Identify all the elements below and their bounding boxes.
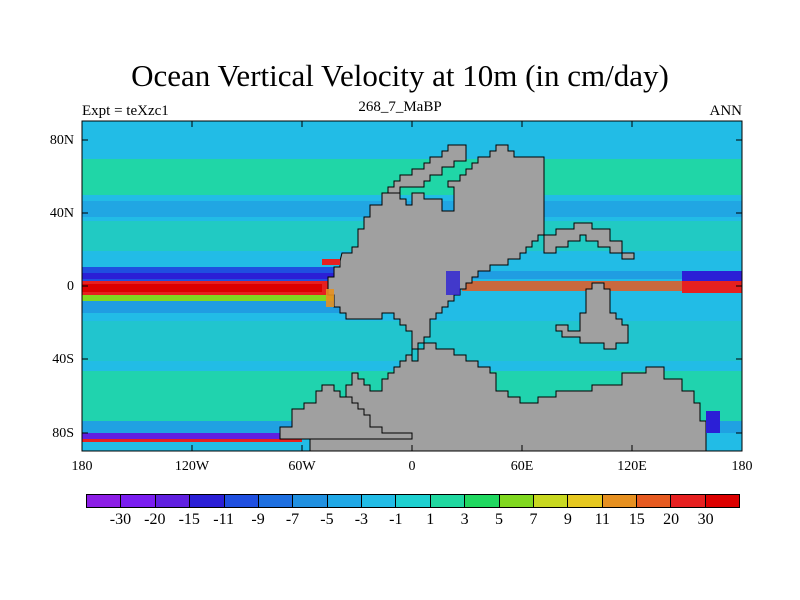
colorbar-label: -5 [320,511,334,528]
xtick-180-right: 180 [731,459,753,474]
colorbar-box [190,495,225,507]
colorbar-box [362,495,397,507]
xtick-120e: 120E [617,459,647,474]
colorbar-label: 3 [460,511,469,528]
colorbar-box [155,495,191,507]
dateline-blue [682,271,742,281]
colorbar-label: -1 [389,511,403,528]
colorbar-label: -9 [251,511,265,528]
colorbar-label: -15 [178,511,200,528]
colorbar-box [671,495,706,507]
east-equatorial-blue [462,271,682,279]
colorbar [86,494,740,508]
xtick-0: 0 [408,459,416,474]
season-label: ANN [709,103,743,119]
xtick-180-left: 180 [71,459,93,474]
ytick-40n: 40N [49,206,74,221]
colorbar-label: 1 [426,511,435,528]
map-plot [82,121,742,451]
colorbar-label: 5 [495,511,504,528]
colorbar-box [637,495,672,507]
colorbar-box [258,495,294,507]
colorbar-label: 15 [628,511,645,528]
colorbar-box [568,495,603,507]
ytick-80n: 80N [49,133,74,148]
equatorial-upwelling-core [82,284,322,292]
southeast-deep-blue [706,411,720,433]
south-red-band [82,439,302,442]
south-blue-band [82,433,302,439]
coastal-downwelling-east [446,271,460,295]
ytick-40s: 40S [52,352,74,367]
colorbar-box [430,495,466,507]
colorbar-box [327,495,362,507]
colorbar-label: 30 [697,511,714,528]
xtick-120w: 120W [174,459,210,474]
period-label: 268_7_MaBP [358,99,442,115]
colorbar-box [602,495,637,507]
east-equatorial-upwelling [462,281,682,291]
colorbar-box [705,495,740,507]
colorbar-label: 7 [529,511,538,528]
colorbar-box [396,495,431,507]
colorbar-label: -11 [213,511,235,528]
colorbar-box [224,495,259,507]
colorbar-label: -7 [285,511,300,528]
map-canvas [82,121,742,451]
ytick-80s: 80S [52,426,74,441]
colorbar-box [533,495,569,507]
colorbar-box [87,495,122,507]
colorbar-label: -20 [144,511,166,528]
xtick-60e: 60E [510,459,534,474]
map-title: Ocean Vertical Velocity at 10m (in cm/da… [131,58,669,93]
colorbar-box [121,495,156,507]
experiment-label: Expt = teXzc1 [82,103,169,119]
colorbar-label: 9 [563,511,572,528]
colorbar-box [465,495,500,507]
colorbar-label: 20 [663,511,680,528]
colorbar-label: 11 [594,511,611,528]
colorbar-label: -30 [109,511,132,528]
coastal-upwelling-south [326,289,334,307]
colorbar-box [499,495,534,507]
dateline-red [682,281,742,293]
coastal-upwelling-west [322,259,340,265]
ytick-0: 0 [67,279,74,294]
xtick-60w: 60W [288,459,316,474]
colorbar-box [293,495,328,507]
colorbar-label: -3 [354,511,369,528]
